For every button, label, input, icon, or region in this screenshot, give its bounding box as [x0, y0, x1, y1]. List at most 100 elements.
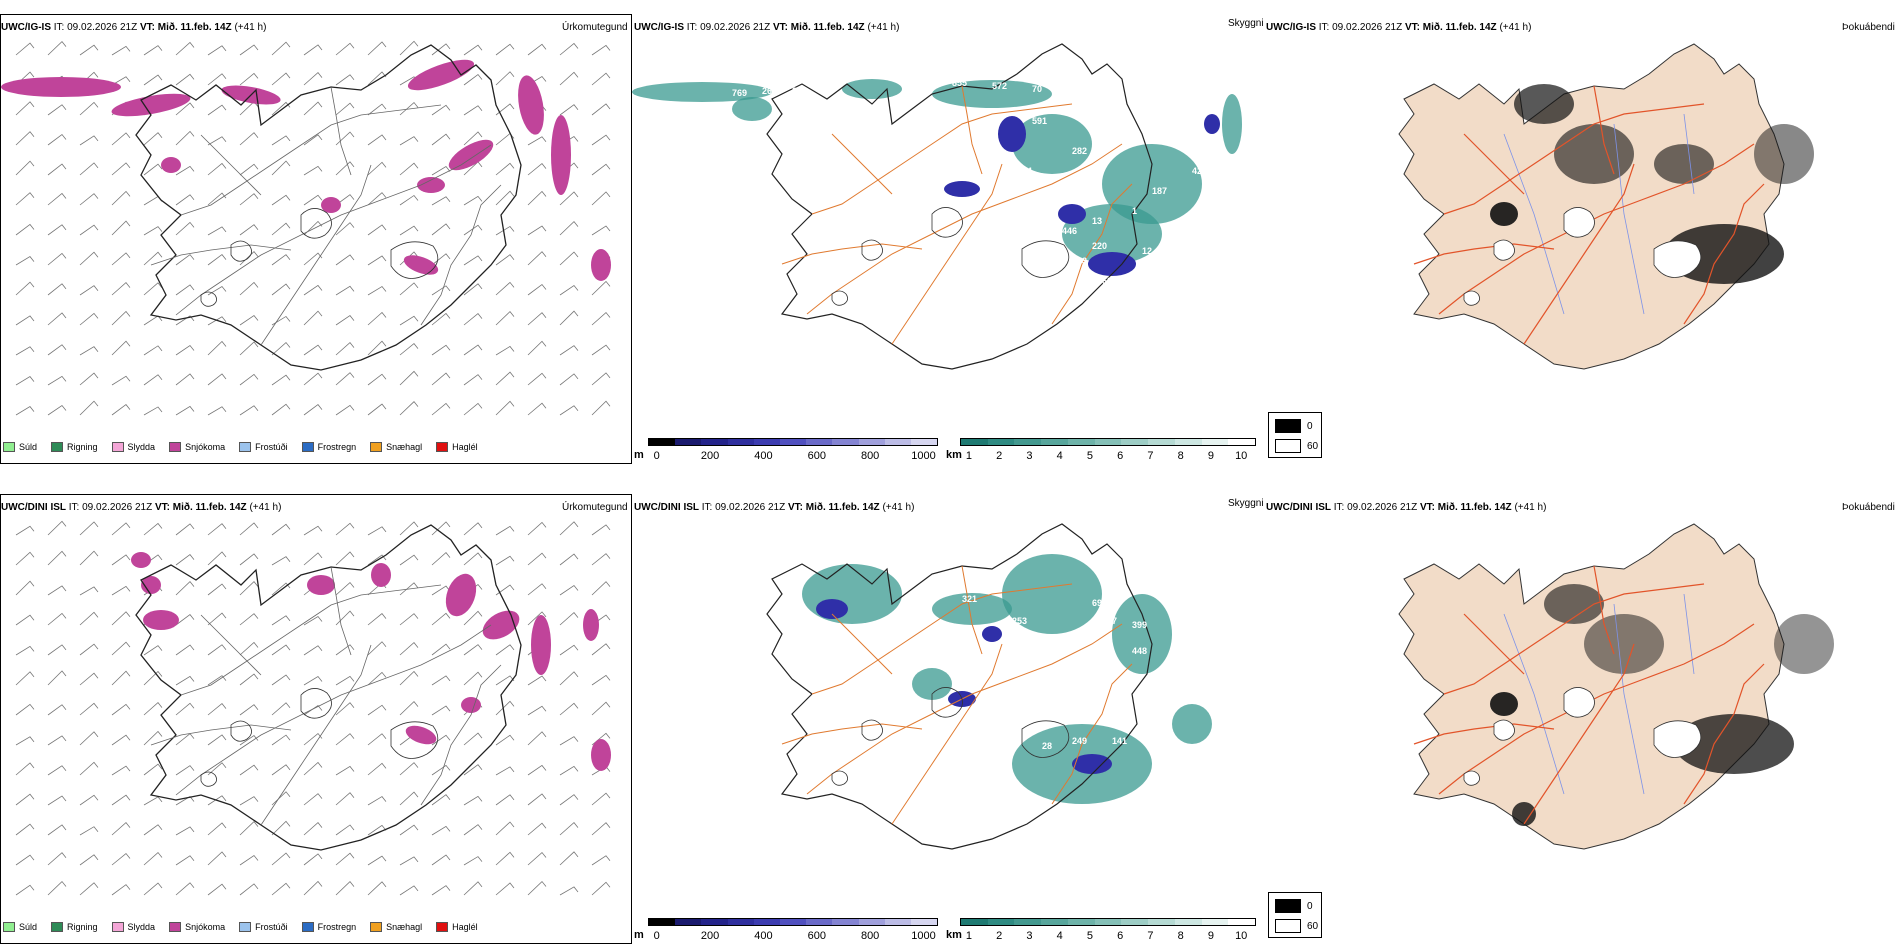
wind-barb [79, 285, 99, 296]
wind-barb [367, 526, 387, 536]
glacier-outline [1463, 290, 1480, 306]
wind-barb [303, 372, 323, 386]
wind-barb [111, 522, 131, 536]
wind-barb [463, 224, 483, 236]
vis_bar-color-step [961, 439, 988, 445]
wind-barb [111, 703, 131, 716]
visibility-value-label: 695 [1092, 598, 1107, 608]
wind-barb [559, 553, 579, 566]
legend-label: Súld [19, 442, 38, 452]
vis_bar-color-step [961, 919, 988, 925]
wind-barb [559, 886, 579, 896]
legend-swatch [51, 922, 64, 932]
precip-type-title-row2: Úrkomutegund [562, 502, 628, 513]
wind-barb [111, 554, 131, 566]
wind-barb [239, 854, 259, 866]
legend-item-rigning: Rigning [51, 922, 98, 932]
ceiling_bar-color-step [701, 439, 728, 445]
wind-barb [207, 523, 227, 536]
wind-barb [495, 821, 515, 836]
wind-barb [239, 735, 259, 746]
wind-barb [47, 852, 67, 866]
wind-barb [463, 131, 483, 146]
wind-barb [527, 284, 547, 296]
legend-label: Frostúði [255, 922, 288, 932]
wind-barb [239, 373, 259, 386]
wind-barb [303, 880, 323, 896]
wind-barb [239, 224, 259, 236]
wind-barb [559, 521, 579, 536]
wind-barb [303, 676, 323, 686]
iceland-coastline [766, 523, 1153, 850]
wind-barb [143, 132, 163, 146]
wind-barb [335, 852, 355, 866]
model-header-fog-row1: UWC/IG-IS IT: 09.02.2026 21Z VT: Mið. 11… [1266, 22, 1532, 33]
vis_bar-color-step [1201, 439, 1229, 445]
wind-barb [111, 375, 131, 386]
wind-barb [527, 372, 547, 386]
wind-barb [463, 671, 483, 686]
wind-barb [207, 583, 227, 596]
visibility-value-label: 260 [762, 86, 777, 96]
wind-barb [431, 643, 451, 656]
vis_bar-tick-label: 8 [1177, 930, 1184, 942]
wind-barb [559, 736, 579, 746]
wind-barb [527, 851, 547, 866]
visibility-value-label: 997 [1102, 616, 1117, 626]
wind-barb [591, 643, 611, 656]
wind-barb [47, 795, 67, 806]
wind-barb [463, 105, 483, 116]
wind-barb [431, 372, 451, 386]
low-ceiling-area [982, 626, 1002, 642]
wind-barb [559, 42, 579, 56]
wind-barb [111, 765, 131, 776]
wind-barb [143, 702, 163, 716]
wind-barb [399, 101, 419, 116]
wind-barb [431, 285, 451, 296]
wind-barb [175, 405, 195, 416]
visibility-value-label: 249 [1072, 736, 1087, 746]
legend-label: Snjókoma [185, 442, 226, 452]
river-line [1613, 123, 1645, 315]
legend-item-frostúði: Frostúði [239, 442, 288, 452]
wind-barb [559, 251, 579, 266]
legend-item-slydda: Slydda [111, 922, 155, 932]
wind-barb [175, 373, 195, 386]
glacier-outline [230, 720, 252, 742]
wind-barb [143, 670, 163, 686]
wind-barb [495, 734, 515, 746]
wind-barb [271, 222, 291, 236]
wind-barb [239, 613, 259, 626]
visibility-value-label: 55 [1152, 126, 1162, 136]
wind-barb [495, 644, 515, 656]
wind-barb [47, 612, 67, 626]
visibility-value-label: 257 [1052, 671, 1067, 681]
wind-barb [111, 162, 131, 176]
wind-barb [175, 284, 195, 296]
visibility-value-label: 429 [1192, 166, 1207, 176]
vis_bar-tick-label: 9 [1207, 930, 1214, 942]
legend-label: Frostúði [255, 442, 288, 452]
road-line [781, 723, 923, 745]
wind-barb [15, 645, 35, 656]
road-line [1463, 133, 1525, 195]
ceiling_bar-color-strip [648, 438, 938, 446]
wind-barb [143, 345, 163, 356]
visibility-title-row2: Skyggni [1228, 498, 1264, 509]
road-line [1593, 85, 1615, 175]
river-line [1613, 603, 1645, 795]
vis_bar-tick-label: 5 [1086, 450, 1093, 462]
precip-type-legend-row2: Súld Rigning Slydda Snjókoma Frostúði Frostre… [3, 916, 492, 938]
wind-barb [15, 884, 35, 896]
vis_bar-color-strip [960, 918, 1256, 926]
wind-barb [335, 824, 355, 836]
visibility-value-label: 572 [992, 81, 1007, 91]
wind-barb [335, 102, 355, 116]
ceiling_bar-color-step [779, 919, 807, 925]
visibility-value-label: 28 [1042, 741, 1052, 751]
wind-barb [495, 371, 515, 386]
legend-label: Frostregn [317, 922, 357, 932]
legend-swatch [301, 922, 314, 932]
wind-barb [111, 734, 131, 746]
wind-barb [431, 104, 451, 116]
